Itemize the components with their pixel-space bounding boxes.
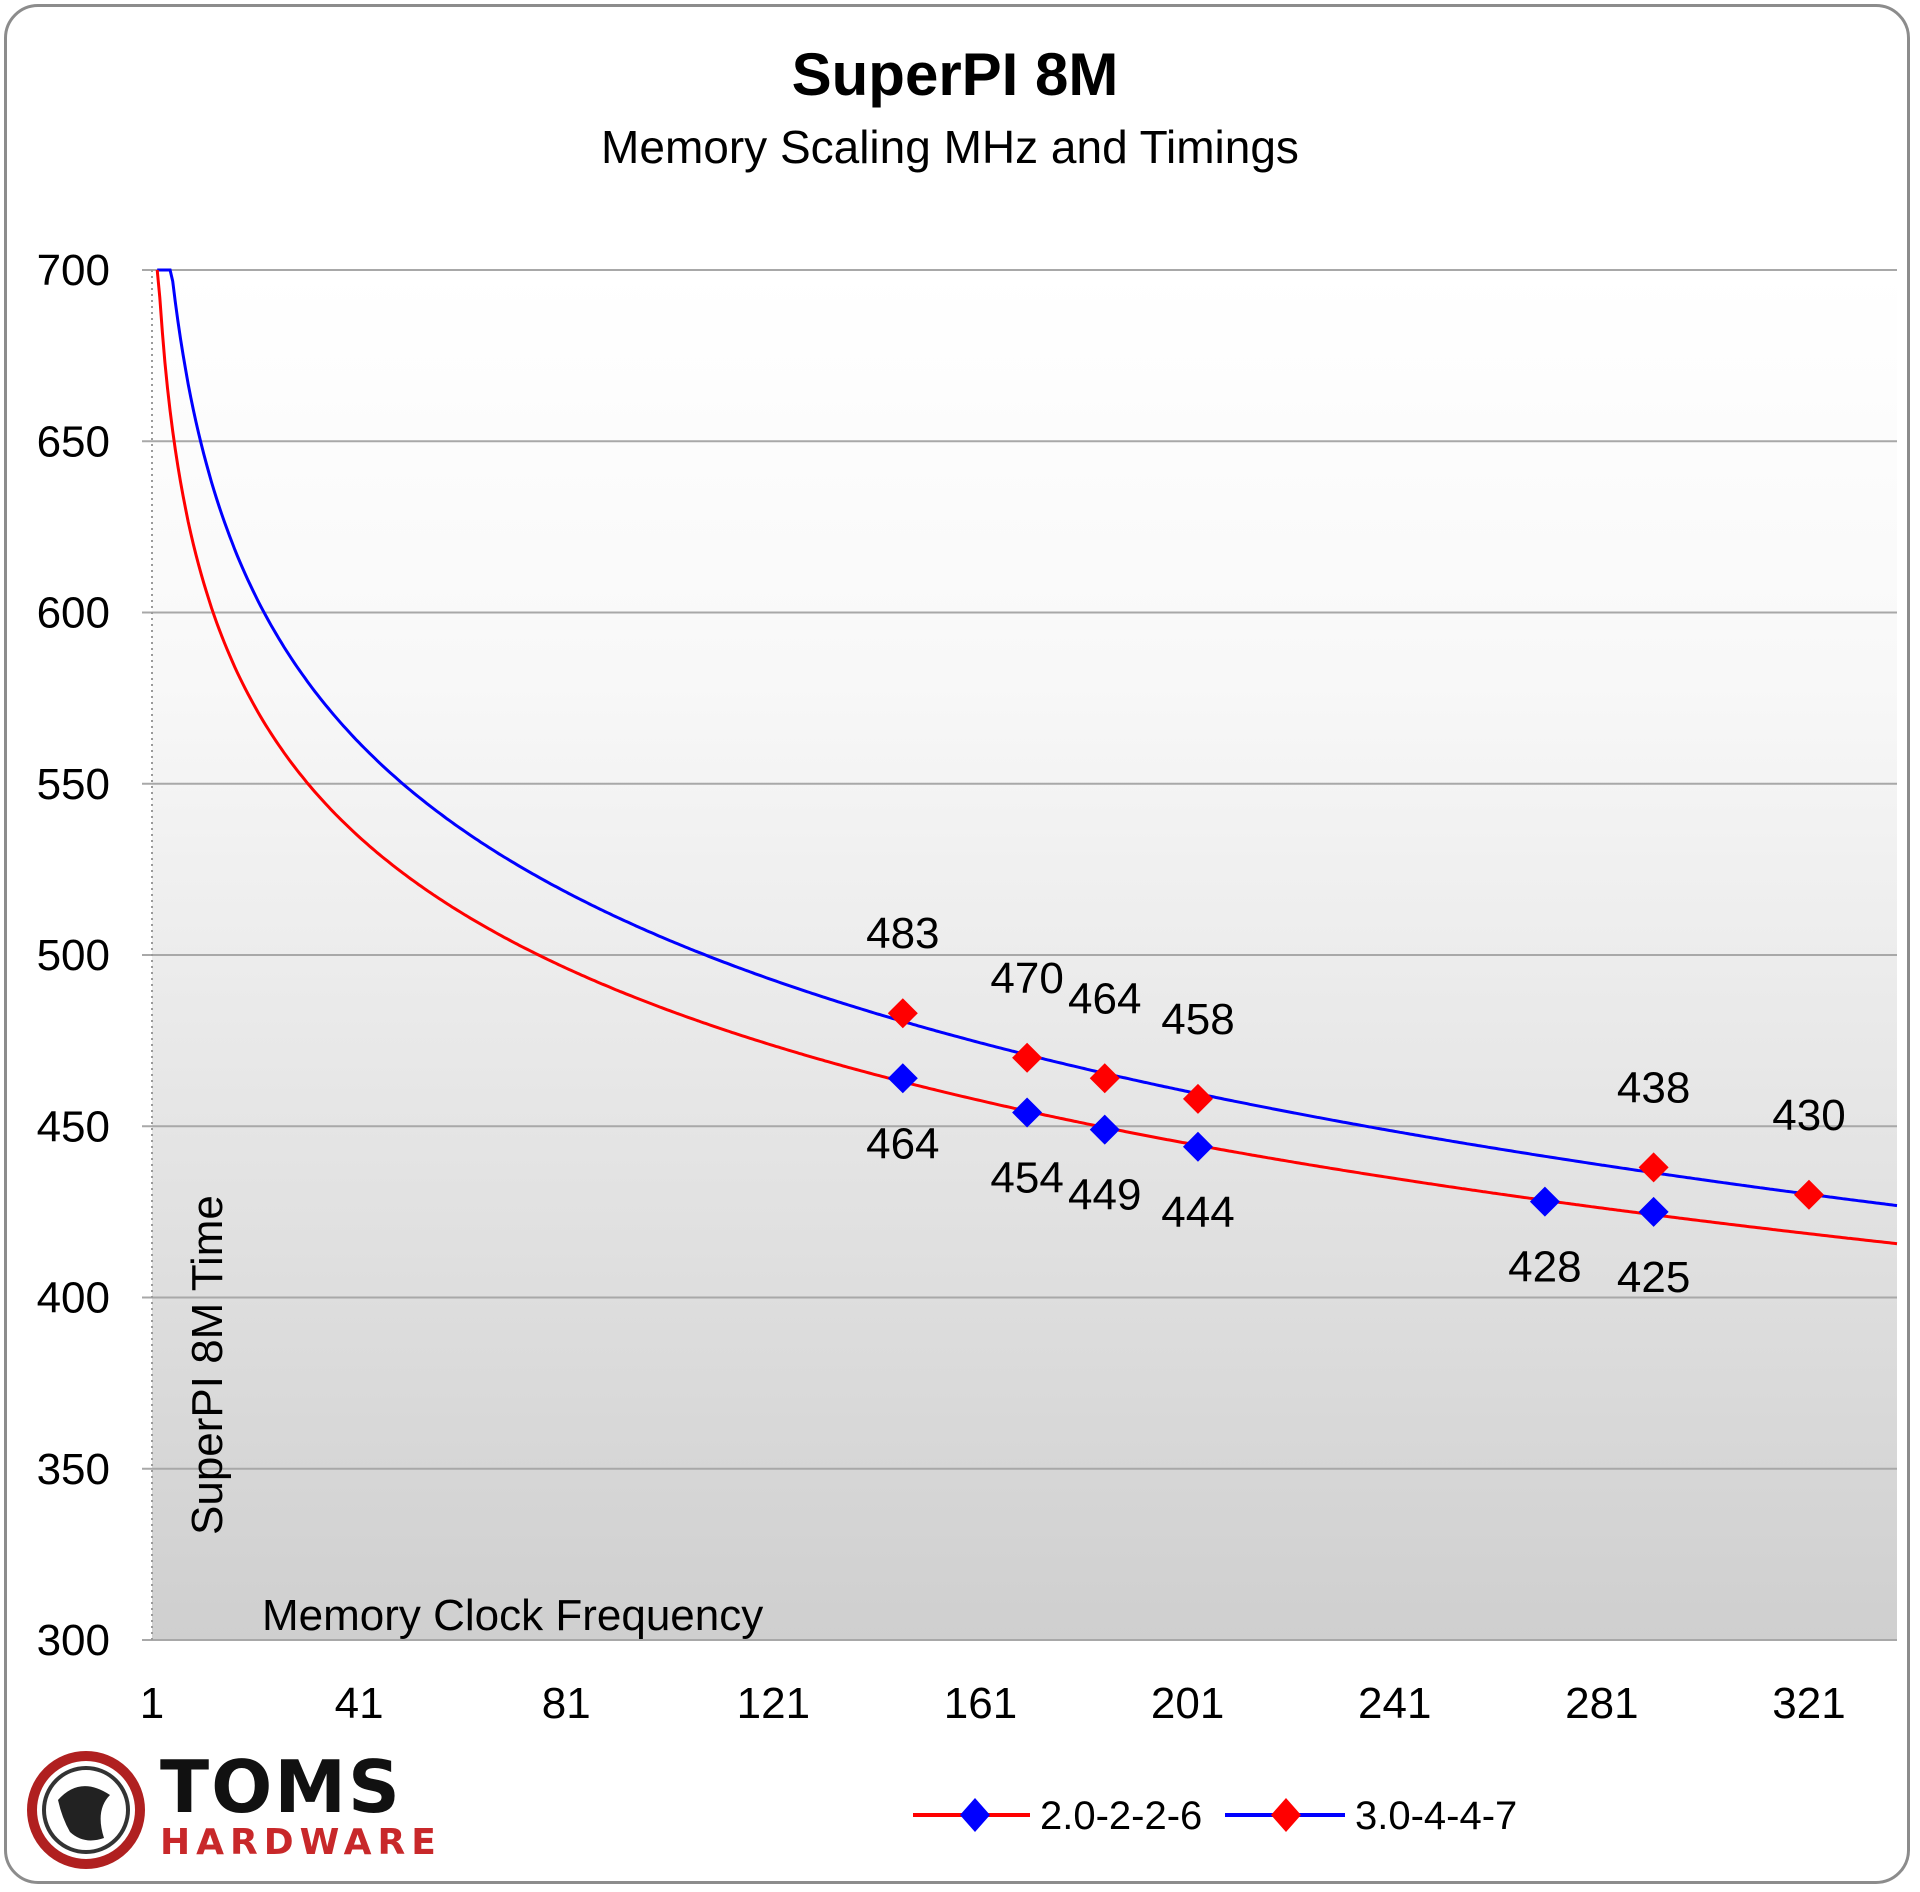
y-tick-label: 500 bbox=[37, 931, 110, 980]
legend-marker-1 bbox=[960, 1798, 990, 1832]
y-tick-label: 700 bbox=[37, 246, 110, 295]
toms-hardware-logo: TOMS HARDWARE bbox=[27, 1745, 442, 1869]
x-tick-label: 201 bbox=[1151, 1679, 1224, 1728]
x-tick-label: 281 bbox=[1565, 1679, 1638, 1728]
x-tick-label: 41 bbox=[335, 1679, 384, 1728]
data-label: 430 bbox=[1772, 1091, 1845, 1140]
data-point-marker bbox=[1182, 1083, 1213, 1114]
y-tick-label: 400 bbox=[37, 1274, 110, 1323]
data-label: 425 bbox=[1617, 1253, 1690, 1302]
data-label: 470 bbox=[990, 954, 1063, 1003]
legend-marker-2 bbox=[1271, 1798, 1301, 1832]
logo-text-hardware: HARDWARE bbox=[160, 1822, 442, 1863]
y-tick-label: 350 bbox=[37, 1445, 110, 1494]
y-tick-label: 650 bbox=[37, 417, 110, 466]
data-label: 464 bbox=[866, 1119, 939, 1168]
data-point-marker bbox=[1089, 1114, 1120, 1145]
y-tick-label: 300 bbox=[37, 1616, 110, 1665]
y-tick-label: 550 bbox=[37, 760, 110, 809]
data-label: 483 bbox=[866, 909, 939, 958]
data-label: 449 bbox=[1068, 1171, 1141, 1220]
chart-title: SuperPI 8M bbox=[792, 41, 1119, 108]
x-tick-label: 121 bbox=[737, 1679, 810, 1728]
x-tick-label: 1 bbox=[140, 1679, 164, 1728]
y-tick-label: 600 bbox=[37, 589, 110, 638]
data-label: 444 bbox=[1161, 1188, 1234, 1237]
data-point-marker bbox=[1012, 1042, 1043, 1073]
y-axis-title: SuperPI 8M Time bbox=[183, 1195, 232, 1535]
x-tick-label: 161 bbox=[944, 1679, 1017, 1728]
logo-text-toms: TOMS bbox=[160, 1745, 402, 1829]
data-point-marker bbox=[887, 998, 918, 1029]
y-axis-ticks: 700 650 600 550 500 450 400 350 300 bbox=[37, 246, 110, 1665]
data-point-marker bbox=[1638, 1152, 1669, 1183]
data-point-marker bbox=[1182, 1131, 1213, 1162]
data-label: 428 bbox=[1508, 1243, 1581, 1292]
data-point-marker bbox=[1089, 1063, 1120, 1094]
chart-subtitle: Memory Scaling MHz and Timings bbox=[601, 121, 1299, 173]
legend-label-1: 2.0-2-2-6 bbox=[1040, 1794, 1202, 1838]
data-point-marker bbox=[1638, 1196, 1669, 1227]
legend-label-2: 3.0-4-4-7 bbox=[1355, 1794, 1517, 1838]
grid-lines bbox=[142, 269, 1897, 1641]
x-axis-title: Memory Clock Frequency bbox=[262, 1591, 763, 1640]
logo-figure-icon bbox=[58, 1786, 110, 1841]
x-axis-ticks: 1 41 81 121 161 201 241 281 321 bbox=[140, 1679, 1846, 1728]
x-tick-label: 241 bbox=[1358, 1679, 1431, 1728]
x-tick-label: 81 bbox=[542, 1679, 591, 1728]
data-label: 438 bbox=[1617, 1063, 1690, 1112]
data-label: 454 bbox=[990, 1154, 1063, 1203]
data-point-marker bbox=[887, 1063, 918, 1094]
data-point-marker bbox=[1793, 1179, 1824, 1210]
y-tick-label: 450 bbox=[37, 1102, 110, 1151]
x-tick-label: 321 bbox=[1772, 1679, 1845, 1728]
legend: 2.0-2-2-6 3.0-4-4-7 bbox=[913, 1794, 1517, 1838]
data-label: 464 bbox=[1068, 974, 1141, 1023]
data-point-marker bbox=[1012, 1097, 1043, 1128]
data-markers bbox=[887, 998, 1824, 1227]
data-label: 458 bbox=[1161, 995, 1234, 1044]
data-point-marker bbox=[1529, 1186, 1560, 1217]
